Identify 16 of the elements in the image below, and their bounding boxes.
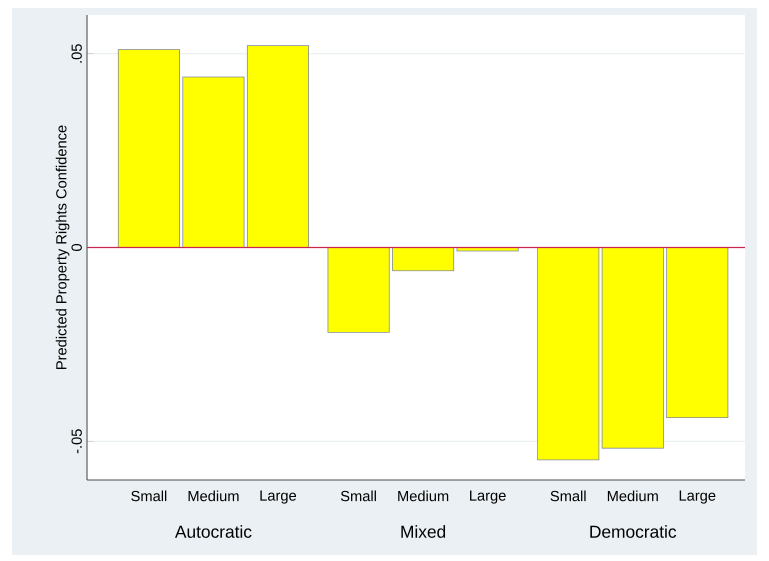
x-tick-label: Medium bbox=[188, 490, 239, 502]
x-tick-label: Small bbox=[550, 490, 586, 502]
x-tick-label: Medium bbox=[608, 490, 658, 502]
y-tick-label: .05 bbox=[71, 44, 82, 63]
x-tick-label: Large bbox=[680, 490, 716, 504]
text: Autocratic bbox=[174, 525, 252, 538]
x-tick-label: Small bbox=[131, 490, 166, 502]
x-tick-label: Medium bbox=[398, 490, 448, 502]
x-tick-label: Small bbox=[340, 490, 376, 502]
y-axis-title: Predicted Property Rights Confidence bbox=[56, 126, 70, 369]
text: Democratic bbox=[590, 525, 676, 538]
text: Mixed bbox=[401, 525, 446, 538]
y-tick-label: 0 bbox=[71, 244, 82, 252]
x-tick-label: Large bbox=[260, 490, 296, 504]
y-tick-label: -.05 bbox=[71, 429, 82, 454]
x-tick-label: Large bbox=[470, 490, 506, 504]
